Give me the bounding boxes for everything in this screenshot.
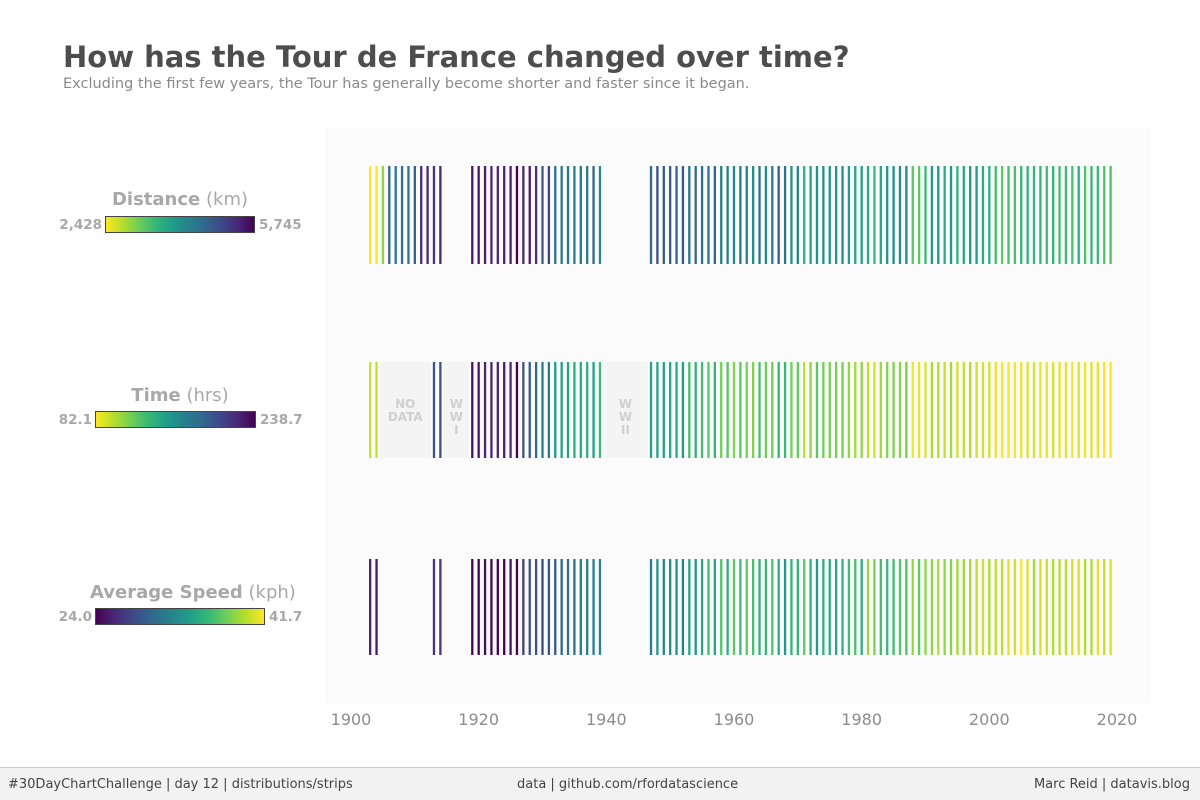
gap-label: I xyxy=(454,423,458,437)
x-tick-label: 1900 xyxy=(331,710,372,729)
strip-marks xyxy=(368,166,1112,655)
chart-title: How has the Tour de France changed over … xyxy=(63,40,850,74)
footer: #30DayChartChallenge | day 12 | distribu… xyxy=(0,767,1200,800)
x-tick-label: 1960 xyxy=(714,710,755,729)
footer-left-credit: #30DayChartChallenge | day 12 | distribu… xyxy=(8,777,353,792)
gap-label: DATA xyxy=(388,410,424,424)
gap-label: W xyxy=(450,397,463,411)
gap-shade xyxy=(603,362,648,458)
legend-time-min: 82.1 xyxy=(58,412,92,428)
legend-distance-colorbar xyxy=(105,216,255,233)
legend-title-distance: Distance (km) xyxy=(90,189,270,210)
legend-distance-name: Distance xyxy=(111,189,201,210)
x-tick-label: 1920 xyxy=(458,710,499,729)
strip-row-time xyxy=(368,362,1112,458)
legend-title-time: Time (hrs) xyxy=(90,385,270,406)
legend-time-unit: (hrs) xyxy=(186,385,229,406)
legend-distance-min: 2,428 xyxy=(59,217,102,233)
x-axis: 1900 1920 1940 1960 1980 2000 2020 xyxy=(331,710,1138,729)
x-tick-label: 2000 xyxy=(969,710,1010,729)
gap-label: W xyxy=(619,410,632,424)
x-tick-label: 1940 xyxy=(586,710,627,729)
strip-row-average-speed xyxy=(368,559,1112,655)
legend-time-max: 238.7 xyxy=(260,412,303,428)
footer-author: Marc Reid | datavis.blog xyxy=(1033,777,1190,792)
legend-speed-colorbar xyxy=(95,608,265,625)
legend-speed-min: 24.0 xyxy=(58,609,92,625)
legend-distance-unit: (km) xyxy=(206,189,249,210)
gap-shade xyxy=(379,362,431,458)
chart-subtitle: Excluding the first few years, the Tour … xyxy=(63,76,750,92)
legend-speed-max: 41.7 xyxy=(269,609,303,625)
gap-label: NO xyxy=(395,397,415,411)
x-tick-label: 1980 xyxy=(841,710,882,729)
strip-row-distance xyxy=(368,166,1112,264)
gap-label: II xyxy=(621,423,630,437)
gap-shade xyxy=(443,362,470,458)
legend-speed-name: Average Speed xyxy=(90,582,243,603)
legend-time-colorbar xyxy=(95,411,256,428)
legend-speed-unit: (kph) xyxy=(248,582,296,603)
footer-data-source: data | github.com/rfordatascience xyxy=(517,777,739,792)
legend-distance-max: 5,745 xyxy=(259,217,302,233)
gap-label: W xyxy=(450,410,463,424)
x-tick-label: 2020 xyxy=(1097,710,1138,729)
legend-title-speed: Average Speed (kph) xyxy=(90,582,296,603)
legend-time-name: Time xyxy=(131,385,181,406)
gap-label: W xyxy=(619,397,632,411)
